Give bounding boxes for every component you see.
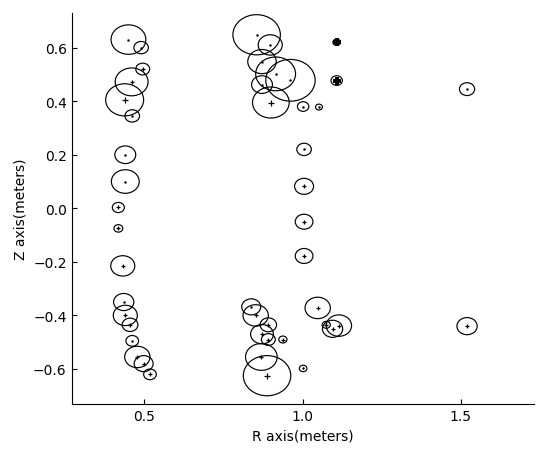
Y-axis label: Z axis(meters): Z axis(meters) — [13, 158, 28, 259]
X-axis label: R axis(meters): R axis(meters) — [252, 428, 353, 442]
